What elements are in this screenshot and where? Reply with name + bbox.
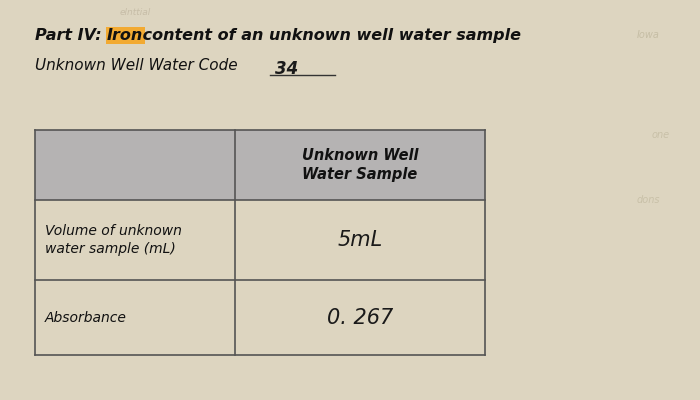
Text: 0. 267: 0. 267 bbox=[327, 308, 393, 328]
Bar bbox=[35, 280, 485, 355]
Text: Iron: Iron bbox=[107, 28, 144, 43]
Text: Volume of unknown
water sample (mL): Volume of unknown water sample (mL) bbox=[45, 224, 182, 256]
Bar bbox=[35, 200, 485, 280]
Text: Unknown Well Water Code: Unknown Well Water Code bbox=[35, 58, 237, 73]
Text: content of an unknown well water sample: content of an unknown well water sample bbox=[137, 28, 521, 43]
Text: Absorbance: Absorbance bbox=[45, 310, 127, 324]
Text: one: one bbox=[652, 130, 670, 140]
Text: elnttial: elnttial bbox=[120, 8, 151, 17]
Text: Iowa: Iowa bbox=[637, 30, 660, 40]
Text: Unknown Well
Water Sample: Unknown Well Water Sample bbox=[302, 148, 419, 182]
Text: 34: 34 bbox=[275, 60, 298, 78]
Text: Part IV:: Part IV: bbox=[35, 28, 107, 43]
Bar bbox=[35, 130, 485, 200]
Text: dons: dons bbox=[636, 195, 660, 205]
Text: 5mL: 5mL bbox=[337, 230, 383, 250]
